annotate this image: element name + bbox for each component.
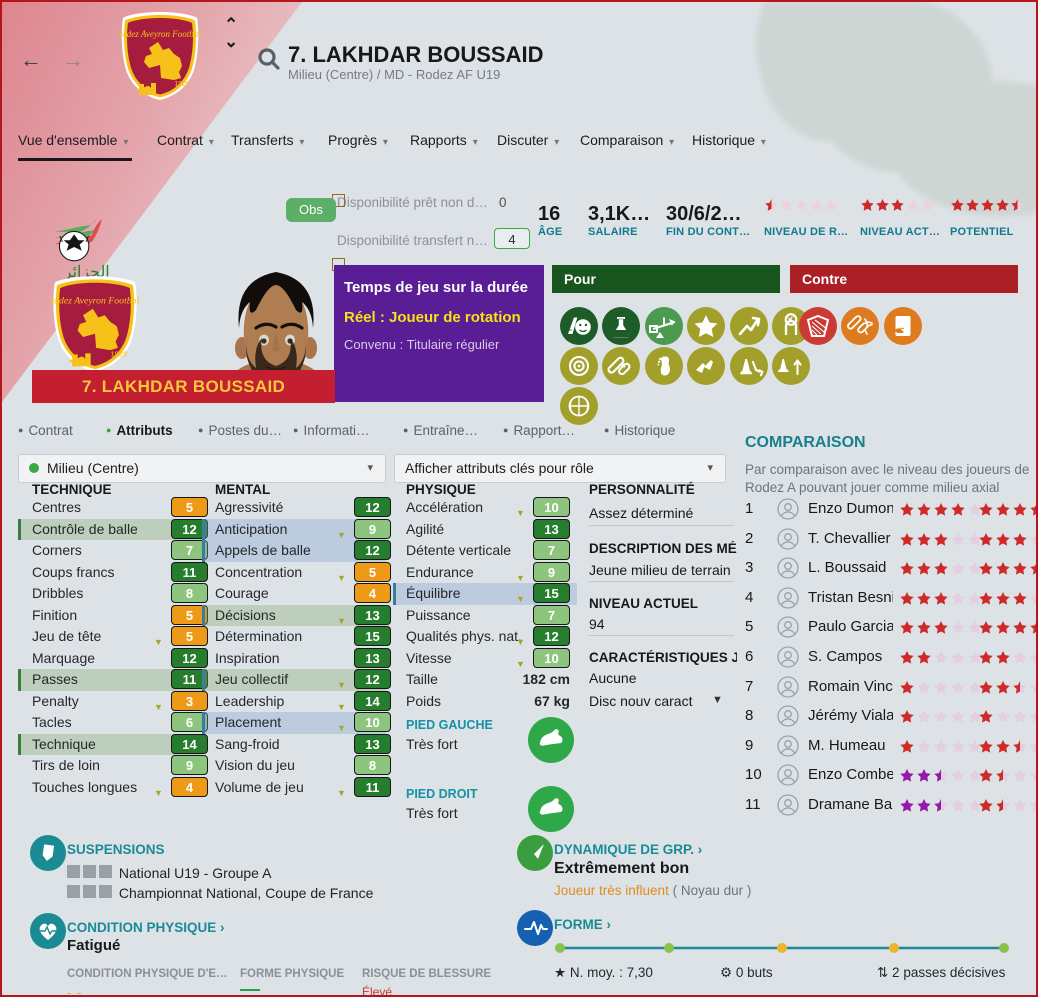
svg-text:Rodez Aveyron Football: Rodez Aveyron Football: [119, 29, 201, 39]
svg-text:1929: 1929: [174, 81, 190, 88]
svg-text:1929: 1929: [110, 350, 127, 359]
svg-text:Rodez Aveyron Football: Rodez Aveyron Football: [50, 295, 140, 306]
